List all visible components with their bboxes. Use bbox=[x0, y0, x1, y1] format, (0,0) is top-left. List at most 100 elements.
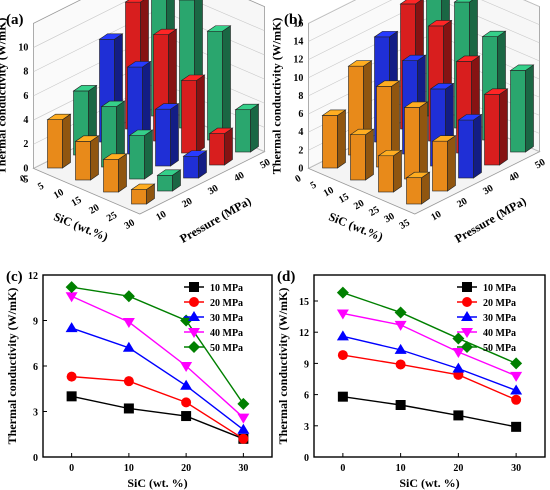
marker-triangle-up bbox=[461, 311, 473, 321]
bar-side-face bbox=[118, 153, 127, 193]
y-tick-label: 10 bbox=[18, 43, 28, 54]
bar-front-face bbox=[235, 109, 251, 153]
y-tick-label: 3 bbox=[304, 422, 309, 433]
bar-3d bbox=[208, 127, 234, 166]
bar-front-face bbox=[181, 80, 197, 154]
marker-triangle-down bbox=[461, 328, 473, 338]
y-tick-label: 12 bbox=[293, 55, 303, 66]
marker-circle bbox=[337, 350, 348, 361]
legend-label: 10 MPa bbox=[483, 283, 516, 294]
bar-side-face bbox=[196, 74, 205, 154]
bar-front-face bbox=[157, 174, 173, 192]
marker-square bbox=[511, 421, 522, 432]
y-tick-label: 0 bbox=[33, 453, 38, 464]
bar-side-face bbox=[365, 128, 374, 181]
marker-triangle-up bbox=[122, 341, 135, 352]
y-tick-label: 16 bbox=[293, 18, 303, 29]
x-tick-label: 10 bbox=[322, 185, 336, 200]
x-tick-label: 15 bbox=[337, 191, 351, 206]
marker-square bbox=[395, 400, 406, 410]
legend-label: 40 MPa bbox=[210, 328, 243, 339]
marker-diamond bbox=[510, 357, 523, 370]
bar-top-face bbox=[130, 183, 156, 190]
bar-3d bbox=[234, 103, 260, 153]
bar-top-face bbox=[347, 60, 373, 67]
marker-circle bbox=[462, 297, 472, 307]
y-axis-label: Thermal conductivity (W/mK) bbox=[276, 288, 290, 445]
series-line bbox=[342, 395, 517, 428]
bar-side-face bbox=[222, 25, 231, 141]
y-tick-label: 0 bbox=[298, 163, 303, 174]
marker-square bbox=[337, 391, 348, 402]
bar-front-face bbox=[207, 30, 223, 141]
bar-side-face bbox=[447, 135, 456, 192]
x-tick-label: 35 bbox=[398, 217, 412, 232]
x-tick-label: 10 bbox=[124, 463, 134, 474]
y-tick-label: 8 bbox=[298, 91, 303, 102]
y-tick-label: 6 bbox=[304, 391, 309, 402]
bar-front-face bbox=[129, 135, 145, 180]
legend-entry: 30 MPa bbox=[457, 311, 516, 324]
bar-top-face bbox=[100, 100, 126, 107]
series-30-mpa bbox=[336, 330, 523, 395]
bar-top-face bbox=[124, 0, 145, 3]
x-tick-label: 10 bbox=[52, 187, 66, 202]
y-axis-label: Thermal conductivity (W/mK) bbox=[269, 18, 283, 175]
bar-side-face bbox=[419, 101, 428, 180]
y-tick-label: 10 bbox=[293, 73, 303, 84]
marker-triangle-down bbox=[122, 318, 135, 329]
legend-label: 50 MPa bbox=[210, 343, 243, 354]
legend-entry: 20 MPa bbox=[184, 297, 243, 309]
marker-triangle-up bbox=[336, 330, 349, 341]
series-line bbox=[71, 295, 244, 419]
bar-3d bbox=[128, 129, 154, 180]
marker-circle bbox=[123, 376, 134, 387]
marker-triangle-down bbox=[510, 371, 523, 382]
bar-top-face bbox=[431, 135, 457, 142]
marker-triangle-down bbox=[452, 347, 465, 358]
y-tick-label: 6 bbox=[33, 362, 38, 373]
bar-3d bbox=[377, 149, 403, 193]
bar-top-face bbox=[152, 28, 178, 35]
marker-square bbox=[66, 391, 77, 402]
bar-top-face bbox=[182, 150, 208, 157]
marker-diamond bbox=[394, 306, 407, 319]
wall-gridline bbox=[308, 0, 540, 24]
series-10-mpa bbox=[337, 391, 522, 432]
bar-3d bbox=[457, 113, 483, 179]
x-tick-label: 15 bbox=[69, 195, 83, 210]
bar-top-face bbox=[156, 169, 182, 176]
series-line bbox=[342, 354, 517, 401]
x-tick-label: 0 bbox=[340, 463, 345, 474]
bar-top-face bbox=[399, 0, 422, 5]
bar-front-face bbox=[378, 155, 394, 193]
z-tick-label: 40 bbox=[232, 170, 246, 185]
z-tick-label: 10 bbox=[154, 209, 168, 224]
legend-entry: 40 MPa bbox=[184, 328, 243, 339]
marker-circle bbox=[238, 433, 249, 444]
y-tick-label: 4 bbox=[298, 127, 303, 138]
series-20-mpa bbox=[337, 350, 522, 405]
bar-3d bbox=[431, 135, 457, 192]
series-40-mpa bbox=[336, 309, 523, 382]
y-tick-label: 8 bbox=[23, 67, 28, 78]
legend-label: 10 MPa bbox=[210, 283, 243, 294]
bar-3d bbox=[102, 153, 128, 193]
marker-circle bbox=[395, 359, 406, 370]
marker-triangle-down bbox=[65, 292, 78, 303]
marker-diamond bbox=[336, 286, 349, 299]
z-tick-label: 40 bbox=[507, 170, 521, 185]
marker-circle bbox=[181, 397, 192, 408]
series-line bbox=[342, 312, 517, 377]
bar-top-face bbox=[483, 88, 509, 95]
bar-top-face bbox=[373, 31, 399, 38]
bar-side-face bbox=[393, 149, 402, 193]
bar-front-face bbox=[322, 115, 338, 169]
legend-label: 40 MPa bbox=[483, 328, 516, 339]
bar-front-face bbox=[350, 134, 366, 181]
y-tick-label: 9 bbox=[33, 317, 38, 328]
bar-top-face bbox=[509, 64, 535, 71]
y-tick-label: 9 bbox=[304, 359, 309, 370]
bar-top-face bbox=[429, 83, 455, 90]
